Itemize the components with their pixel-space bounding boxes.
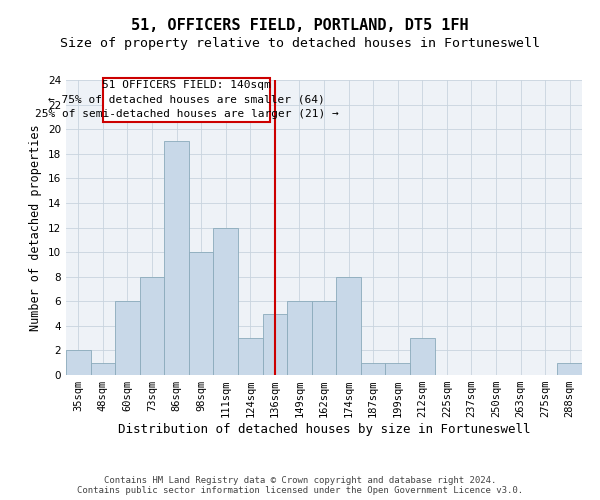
Text: Size of property relative to detached houses in Fortuneswell: Size of property relative to detached ho… [60,38,540,51]
Y-axis label: Number of detached properties: Number of detached properties [29,124,43,331]
Bar [91,362,115,375]
Text: 51 OFFICERS FIELD: 140sqm
← 75% of detached houses are smaller (64)
25% of semi-: 51 OFFICERS FIELD: 140sqm ← 75% of detac… [35,80,338,120]
Text: Contains HM Land Registry data © Crown copyright and database right 2024.
Contai: Contains HM Land Registry data © Crown c… [77,476,523,495]
Text: 51, OFFICERS FIELD, PORTLAND, DT5 1FH: 51, OFFICERS FIELD, PORTLAND, DT5 1FH [131,18,469,32]
Bar [189,252,214,375]
Bar [312,301,336,375]
X-axis label: Distribution of detached houses by size in Fortuneswell: Distribution of detached houses by size … [118,423,530,436]
Bar [385,362,410,375]
FancyBboxPatch shape [103,78,270,122]
Bar [361,362,385,375]
Bar [410,338,434,375]
Bar [66,350,91,375]
Bar [115,301,140,375]
Bar [238,338,263,375]
Bar [557,362,582,375]
Bar [164,142,189,375]
Bar [214,228,238,375]
Bar [140,276,164,375]
Bar [263,314,287,375]
Bar [287,301,312,375]
Bar [336,276,361,375]
